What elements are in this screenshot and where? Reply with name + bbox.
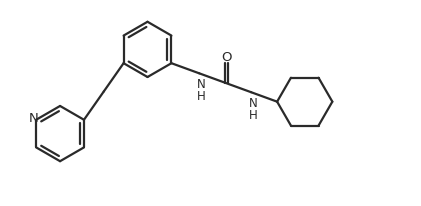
- Text: N
H: N H: [249, 97, 258, 122]
- Text: N
H: N H: [197, 78, 205, 103]
- Text: N: N: [28, 112, 38, 125]
- Text: O: O: [221, 51, 232, 64]
